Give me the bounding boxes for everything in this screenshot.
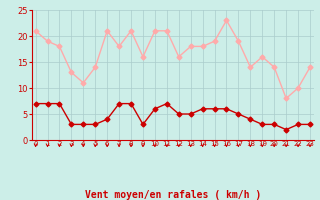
Text: Vent moyen/en rafales ( km/h ): Vent moyen/en rafales ( km/h )	[85, 190, 261, 200]
